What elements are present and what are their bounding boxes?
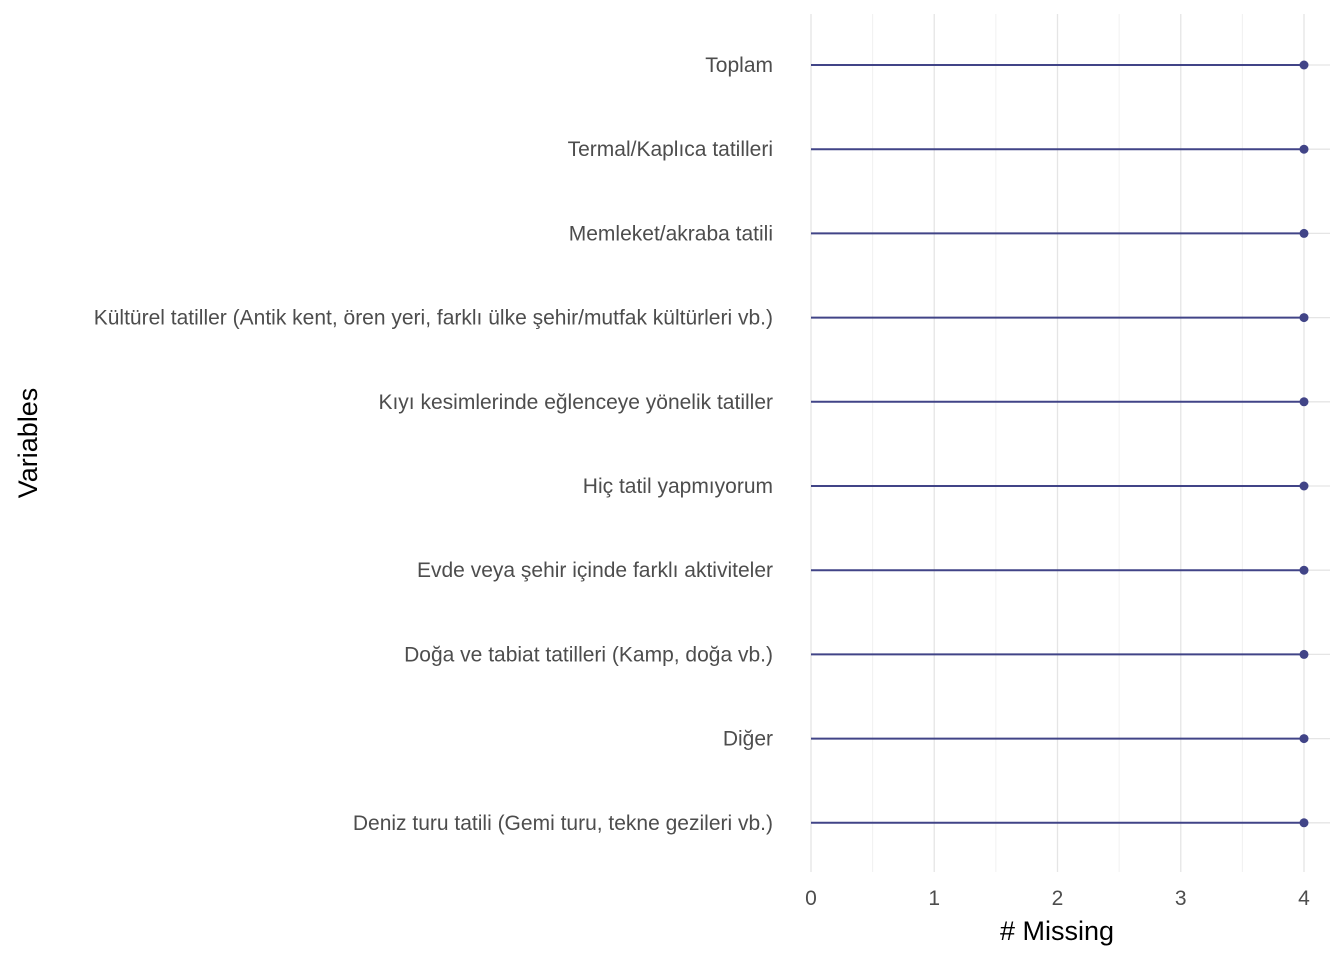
y-tick-label: Kültürel tatiller (Antik kent, ören yeri…	[94, 307, 773, 330]
y-tick-label: Doğa ve tabiat tatilleri (Kamp, doğa vb.…	[404, 643, 773, 666]
lollipop-point	[1299, 228, 1309, 238]
y-tick-label: Kıyı kesimlerinde eğlenceye yönelik tati…	[378, 391, 773, 414]
lollipop-point	[1299, 60, 1309, 70]
x-tick-label: 3	[1175, 887, 1187, 910]
lollipop-marks	[811, 60, 1309, 828]
y-tick-label: Toplam	[705, 54, 773, 77]
lollipop-point	[1299, 565, 1309, 575]
y-tick-label: Hiç tatil yapmıyorum	[583, 475, 773, 498]
y-tick-label: Termal/Kaplıca tatilleri	[568, 138, 773, 161]
y-tick-label: Evde veya şehir içinde farklı aktivitele…	[417, 559, 773, 582]
lollipop-point	[1299, 734, 1309, 744]
x-tick-label: 1	[928, 887, 940, 910]
y-axis-title: Variables	[13, 388, 43, 499]
x-tick-label: 2	[1052, 887, 1064, 910]
lollipop-point	[1299, 144, 1309, 154]
y-axis-tick-labels: Toplam Termal/Kaplıca tatilleri Memleket/a…	[94, 54, 773, 835]
x-tick-label: 4	[1298, 887, 1310, 910]
lollipop-point	[1299, 649, 1309, 659]
x-tick-label: 0	[805, 887, 817, 910]
y-tick-label: Deniz turu tatili (Gemi turu, tekne gezi…	[353, 812, 773, 835]
x-axis-tick-labels: 0 1 2 3 4	[805, 887, 1310, 910]
y-tick-label: Diğer	[723, 728, 773, 751]
grid-lines	[810, 14, 1330, 872]
lollipop-point	[1299, 818, 1309, 828]
y-tick-label: Memleket/akraba tatili	[569, 222, 773, 245]
x-axis-title: # Missing	[1000, 916, 1114, 946]
lollipop-point	[1299, 481, 1309, 491]
lollipop-point	[1299, 397, 1309, 407]
lollipop-point	[1299, 313, 1309, 323]
